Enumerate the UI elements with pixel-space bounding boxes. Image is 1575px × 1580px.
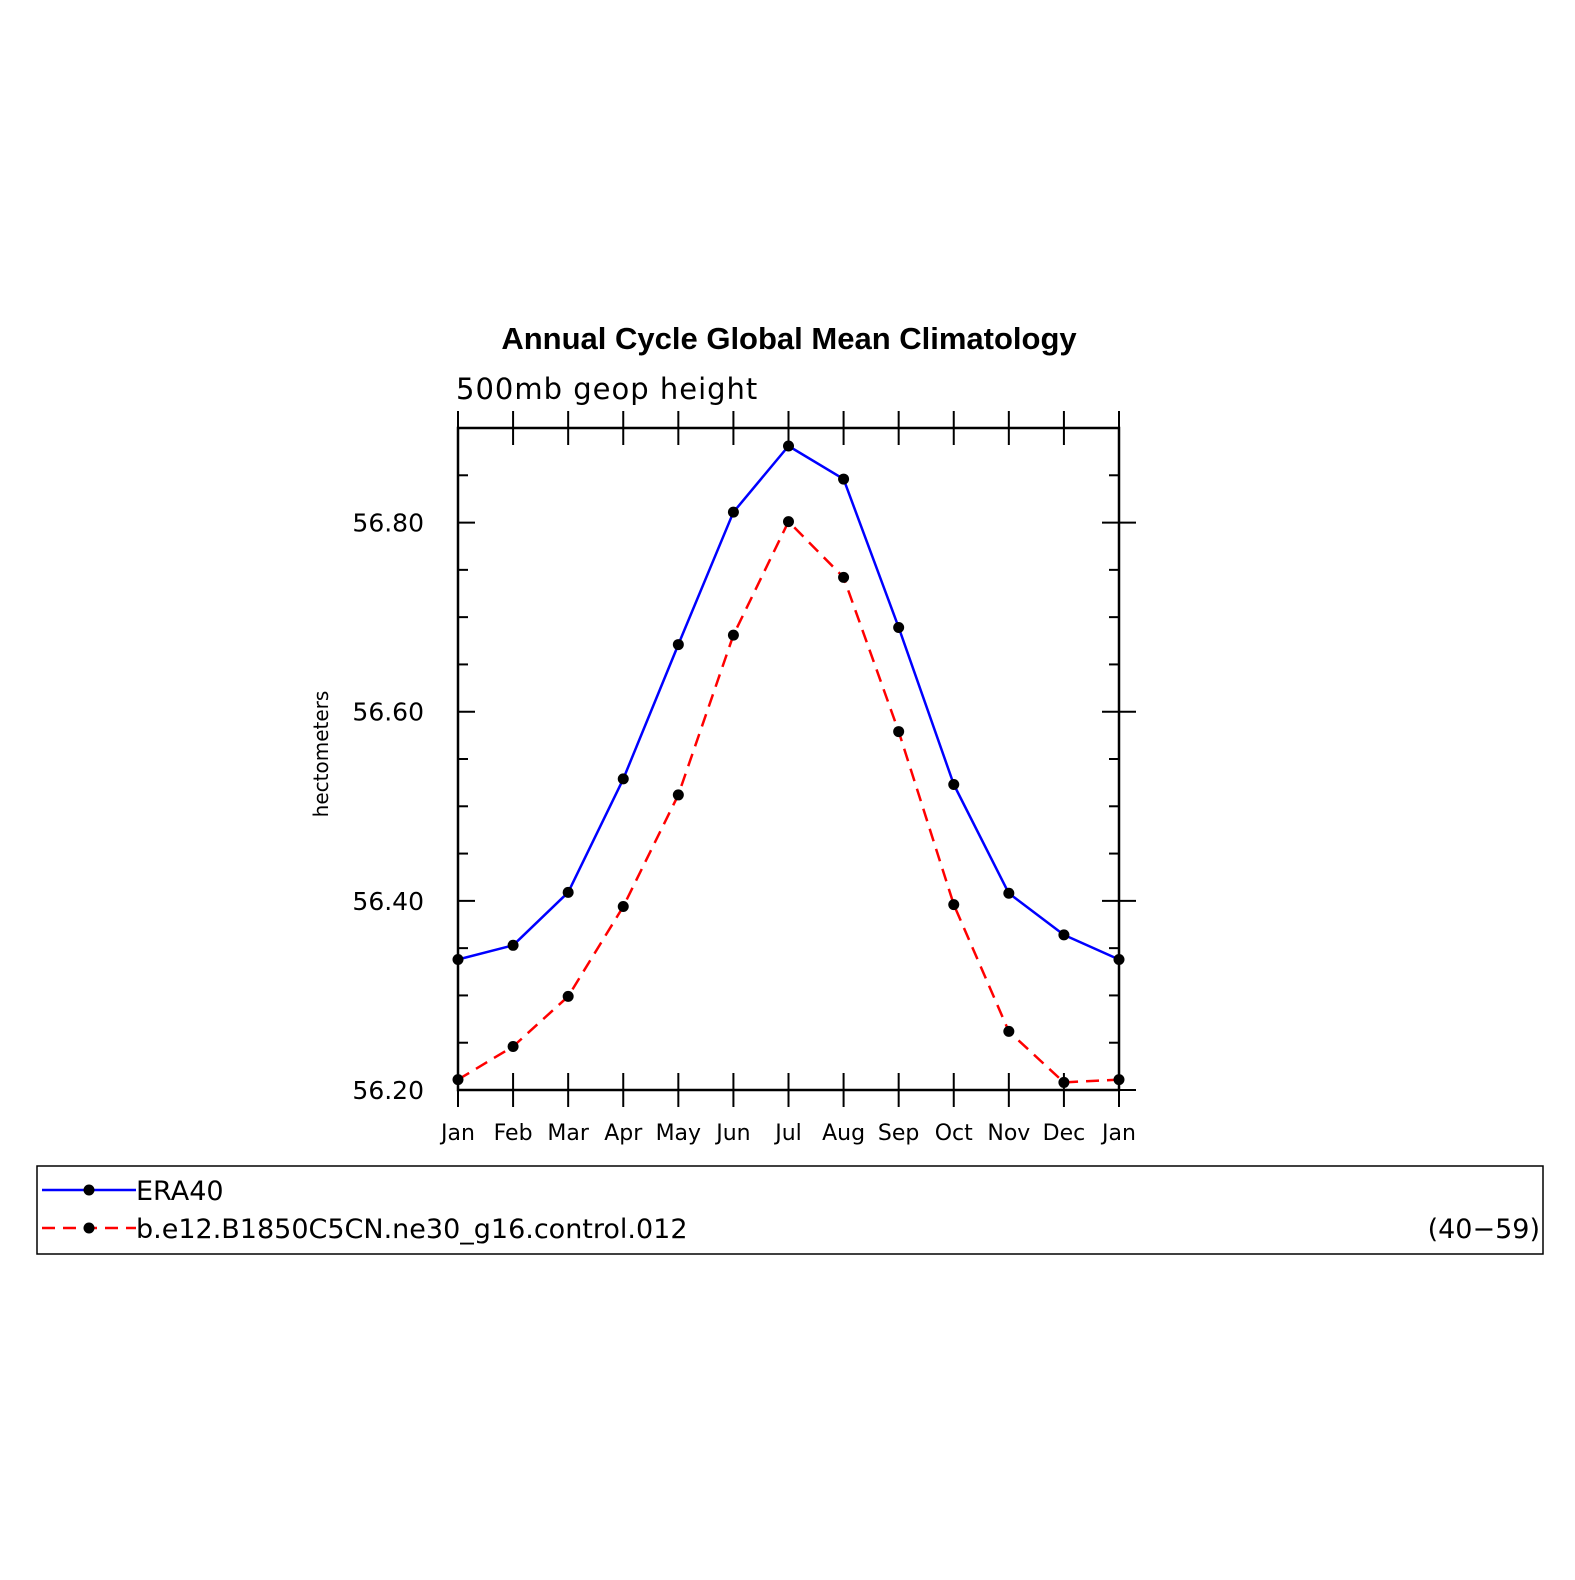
x-tick-label: Jan — [439, 1121, 475, 1146]
x-tick-label: Dec — [1043, 1121, 1086, 1146]
x-tick-label: Oct — [935, 1121, 973, 1146]
x-tick-label: Aug — [822, 1121, 865, 1146]
y-tick-label: 56.20 — [352, 1076, 424, 1105]
legend-marker-control — [83, 1222, 95, 1234]
data-point-era40 — [948, 779, 960, 791]
legend-label-control: b.e12.B1850C5CN.ne30_g16.control.012 — [136, 1214, 688, 1245]
data-point-era40 — [452, 953, 464, 965]
series-points — [452, 440, 1125, 1088]
data-point-control — [617, 901, 629, 913]
legend-marker-era40 — [83, 1184, 95, 1196]
data-point-control — [948, 899, 960, 911]
data-point-control — [838, 571, 850, 583]
data-point-control — [1003, 1025, 1015, 1037]
data-point-era40 — [617, 773, 629, 785]
data-point-control — [727, 629, 739, 641]
series-lines — [457, 444, 1120, 1084]
y-tick-label: 56.60 — [352, 698, 424, 727]
data-point-era40 — [507, 939, 519, 951]
data-point-control — [507, 1040, 519, 1052]
data-point-era40 — [727, 506, 739, 518]
plot-frame — [456, 426, 1121, 1092]
legend-note: (40−59) — [1428, 1214, 1540, 1245]
x-tick-label: Jul — [773, 1121, 802, 1146]
x-tick-label: Sep — [878, 1121, 919, 1146]
legend-label-era40: ERA40 — [136, 1176, 224, 1207]
data-point-era40 — [562, 886, 574, 898]
x-tick-label: May — [656, 1121, 701, 1146]
data-point-era40 — [783, 440, 794, 452]
series-line-control — [457, 520, 1120, 1084]
x-tick-label: Mar — [547, 1121, 589, 1146]
data-point-control — [783, 516, 794, 528]
data-point-era40 — [1058, 929, 1070, 941]
y-axis-label: hectometers — [309, 691, 333, 818]
chart-title: Annual Cycle Global Mean Climatology — [501, 321, 1077, 356]
data-point-control — [1058, 1076, 1070, 1088]
data-point-control — [562, 990, 574, 1002]
x-tick-label: Jun — [714, 1121, 750, 1146]
x-tick-label: Feb — [494, 1121, 533, 1146]
data-point-control — [672, 789, 684, 801]
y-axis-ticks: 56.20 56.40 56.60 56.80 — [352, 427, 1136, 1105]
data-point-control — [1113, 1074, 1125, 1086]
x-tick-label: Jan — [1100, 1121, 1136, 1146]
data-point-era40 — [1003, 887, 1015, 899]
legend: ERA40 b.e12.B1850C5CN.ne30_g16.control.0… — [36, 1165, 1544, 1255]
x-axis-ticks: Jan Feb Mar Apr May Jun Jul Aug Sep Oct Nov Dec Jan — [439, 411, 1136, 1146]
legend-box — [36, 1165, 1544, 1255]
chart-subtitle: 500mb geop height — [456, 372, 758, 406]
data-point-control — [452, 1074, 464, 1086]
x-tick-label: Nov — [987, 1121, 1030, 1146]
y-tick-label: 56.40 — [352, 887, 424, 916]
data-point-era40 — [672, 639, 684, 651]
data-point-era40 — [1113, 953, 1125, 965]
data-point-control — [893, 726, 905, 738]
data-point-era40 — [893, 622, 905, 634]
data-point-era40 — [838, 473, 850, 485]
x-tick-label: Apr — [604, 1121, 643, 1146]
y-tick-label: 56.80 — [352, 509, 424, 538]
